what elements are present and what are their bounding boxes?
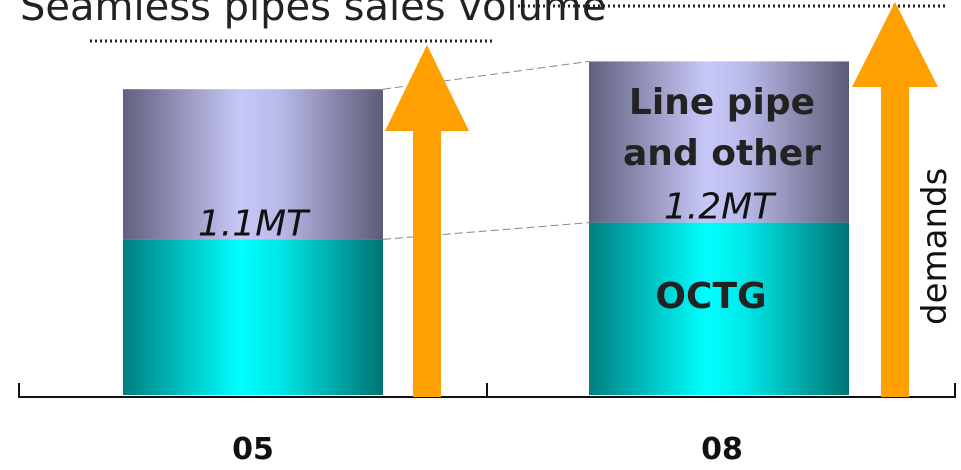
- bar-08-octg: [589, 222, 849, 395]
- bar-05-octg: [123, 239, 383, 395]
- growth-arrow-05: [385, 45, 469, 397]
- x-axis: [18, 383, 956, 398]
- segment-label-08-1: Line pipe: [629, 82, 815, 123]
- bars-layer: 1.1MT 05 1.2MT 08 OCTG Line pipe and other: [123, 61, 849, 467]
- connectors-layer: [382, 60, 590, 240]
- demands-label: demands: [915, 168, 955, 325]
- total-label-05: 1.1MT: [198, 203, 311, 244]
- bar-08-line-pipe-other: [589, 61, 849, 223]
- segment-label-08-0: OCTG: [655, 276, 766, 317]
- connector-octg: [382, 222, 590, 240]
- total-label-08: 1.2MT: [664, 187, 777, 228]
- segment-label-08-2: and other: [623, 133, 821, 174]
- chart-title: Seamless pipes sales volume: [20, 0, 606, 30]
- bar-05-line-pipe-other: [123, 89, 383, 240]
- x-tick-label-08: 08: [701, 432, 743, 467]
- x-tick-label-05: 05: [232, 432, 274, 467]
- connector-total: [382, 60, 590, 90]
- growth-arrows: [385, 2, 938, 397]
- growth-arrow-08: [852, 2, 938, 397]
